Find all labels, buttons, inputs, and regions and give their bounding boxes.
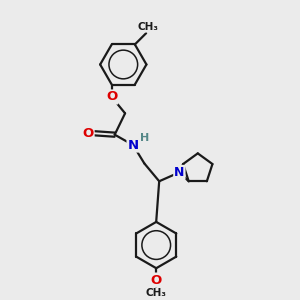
Text: O: O xyxy=(151,274,162,286)
Text: CH₃: CH₃ xyxy=(146,288,167,298)
Text: O: O xyxy=(106,91,117,103)
Text: O: O xyxy=(82,127,94,140)
Text: CH₃: CH₃ xyxy=(137,22,158,32)
Text: N: N xyxy=(128,139,139,152)
Text: N: N xyxy=(174,166,184,179)
Text: H: H xyxy=(140,133,149,142)
